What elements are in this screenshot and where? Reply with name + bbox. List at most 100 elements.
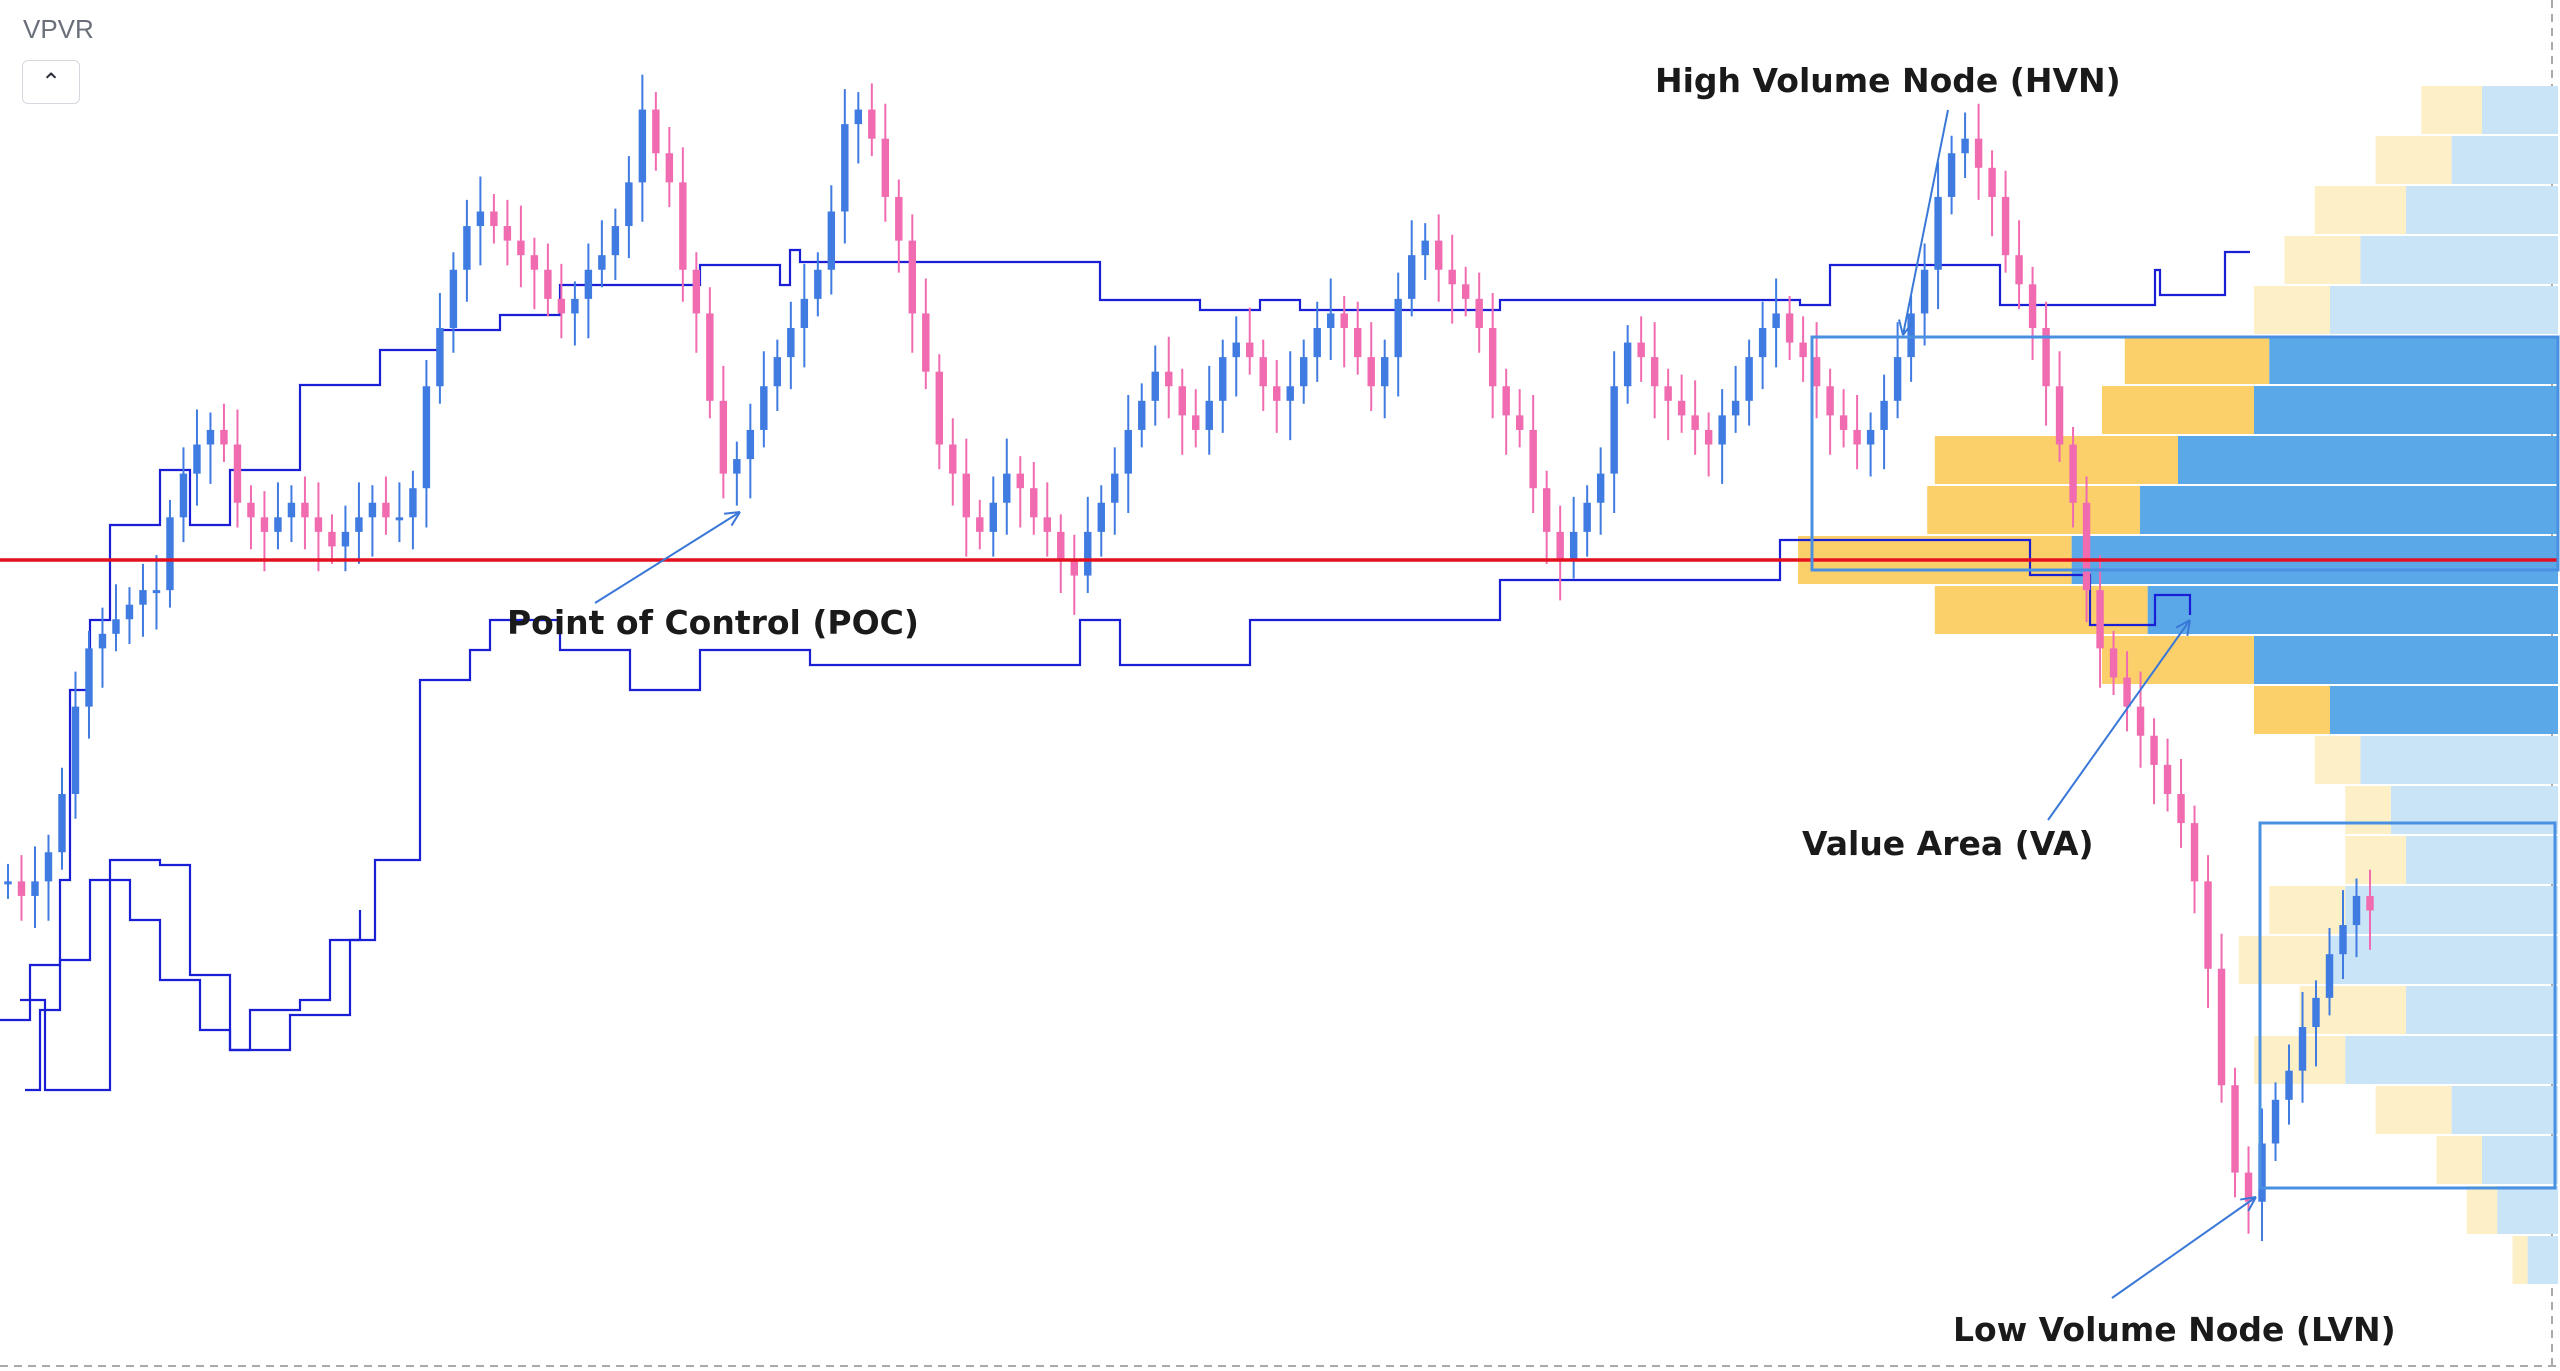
poc-arrow-shaft xyxy=(594,511,741,604)
profile-row-up-volume xyxy=(2147,586,2558,634)
candle-body xyxy=(2123,677,2131,707)
candle-body xyxy=(1853,429,1861,445)
profile-row-down-volume xyxy=(2345,836,2406,884)
candle-body xyxy=(2366,895,2374,911)
candle-body xyxy=(1165,371,1173,387)
profile-row-down-volume xyxy=(2345,786,2391,834)
profile-row-down-volume xyxy=(2314,736,2361,784)
candle-body xyxy=(85,648,93,707)
candle-body xyxy=(179,473,188,518)
candle-body xyxy=(625,182,633,227)
candle-body xyxy=(2231,1085,2239,1173)
profile-row-up-volume xyxy=(2330,286,2558,334)
candle-body xyxy=(139,590,147,605)
candle-body xyxy=(557,298,566,314)
poc-arrow-head xyxy=(723,511,741,527)
developing-lines xyxy=(0,248,2250,1092)
candle-body xyxy=(1138,400,1146,430)
candle-body xyxy=(2285,1070,2293,1100)
candle-body xyxy=(1974,138,1983,168)
candle-body xyxy=(1799,342,1807,358)
candle-body xyxy=(2015,255,2023,285)
profile-row-up-volume xyxy=(2254,636,2558,684)
candle-body xyxy=(1812,357,1821,387)
profile-row-down-volume xyxy=(1934,586,2148,634)
profile-row-down-volume xyxy=(2238,936,2330,984)
profile-row-up-volume xyxy=(2269,336,2558,384)
candle-body xyxy=(1232,342,1240,358)
candle-body xyxy=(1691,415,1699,430)
candle-body xyxy=(1421,240,1429,256)
candle-body xyxy=(854,109,863,125)
candle-body xyxy=(2271,1099,2280,1144)
candle-body xyxy=(2136,706,2145,736)
candle-body xyxy=(1043,517,1051,532)
candle-body xyxy=(152,590,161,594)
hvn-arrow-head xyxy=(1898,319,1914,336)
candle-body xyxy=(1475,298,1483,328)
candle-body xyxy=(1367,357,1375,387)
candle-body xyxy=(1394,298,1402,358)
profile-row-down-volume xyxy=(2421,86,2482,134)
candle-body xyxy=(895,196,903,241)
candle-body xyxy=(328,531,336,547)
candle-body xyxy=(1880,400,1888,430)
candle-body xyxy=(260,517,269,532)
collapse-button[interactable]: ⌃ xyxy=(22,60,80,104)
profile-row-down-volume xyxy=(2466,1186,2498,1234)
candle-body xyxy=(881,138,890,197)
candle-body xyxy=(1731,400,1740,416)
profile-row-up-volume xyxy=(2482,1136,2558,1184)
profile-row-down-volume xyxy=(2102,636,2254,684)
lvn-arrow-shaft xyxy=(2111,1196,2257,1299)
profile-row-down-volume xyxy=(2314,186,2406,234)
candle-body xyxy=(422,386,431,489)
candle-body xyxy=(665,153,674,183)
profile-row-up-volume xyxy=(2406,186,2558,234)
candle-body xyxy=(1866,429,1875,445)
candle-body xyxy=(206,429,215,445)
profile-row-up-volume xyxy=(2390,786,2558,834)
candle-body xyxy=(638,109,647,183)
candle-body xyxy=(746,429,755,460)
candle-body xyxy=(868,109,876,139)
profile-row-down-volume xyxy=(2254,686,2330,734)
candle-body xyxy=(1488,328,1497,387)
candle-body xyxy=(436,328,444,387)
candle-body xyxy=(2028,284,2037,328)
candle-body xyxy=(71,706,80,794)
candle-body xyxy=(2258,1143,2266,1202)
candle-body xyxy=(1030,488,1038,518)
profile-row-down-volume xyxy=(2124,336,2270,384)
candle-body xyxy=(1529,429,1537,489)
candle-body xyxy=(1380,357,1389,387)
candle-body xyxy=(2312,997,2320,1027)
candle-body xyxy=(287,502,296,518)
profile-row-up-volume xyxy=(2178,436,2558,484)
profile-row-up-volume xyxy=(2406,836,2558,884)
candle-body xyxy=(1448,269,1456,285)
candle-body xyxy=(1340,313,1348,328)
profile-row-down-volume xyxy=(2512,1236,2528,1284)
candle-body xyxy=(1556,531,1564,561)
candle-body xyxy=(1569,531,1578,561)
candle-body xyxy=(1327,313,1335,328)
profile-row-up-volume xyxy=(2497,1186,2558,1234)
candle-body xyxy=(1583,502,1591,532)
candle-body xyxy=(1758,328,1767,358)
va-label: Value Area (VA) xyxy=(1802,824,2094,863)
overlay-layer xyxy=(0,109,2560,1299)
candle-body xyxy=(2217,968,2226,1086)
candle-body xyxy=(679,182,687,270)
candle-body xyxy=(571,298,579,314)
candle-body xyxy=(166,517,174,591)
candle-body xyxy=(247,502,255,518)
profile-row-down-volume xyxy=(2436,1136,2482,1184)
candle-body xyxy=(1785,313,1794,343)
candle-body xyxy=(1542,488,1551,532)
hvn-highlight-box xyxy=(1810,335,2560,572)
candle-body xyxy=(1839,415,1848,430)
candle-body xyxy=(1934,196,1942,270)
candle-body xyxy=(1178,386,1186,416)
